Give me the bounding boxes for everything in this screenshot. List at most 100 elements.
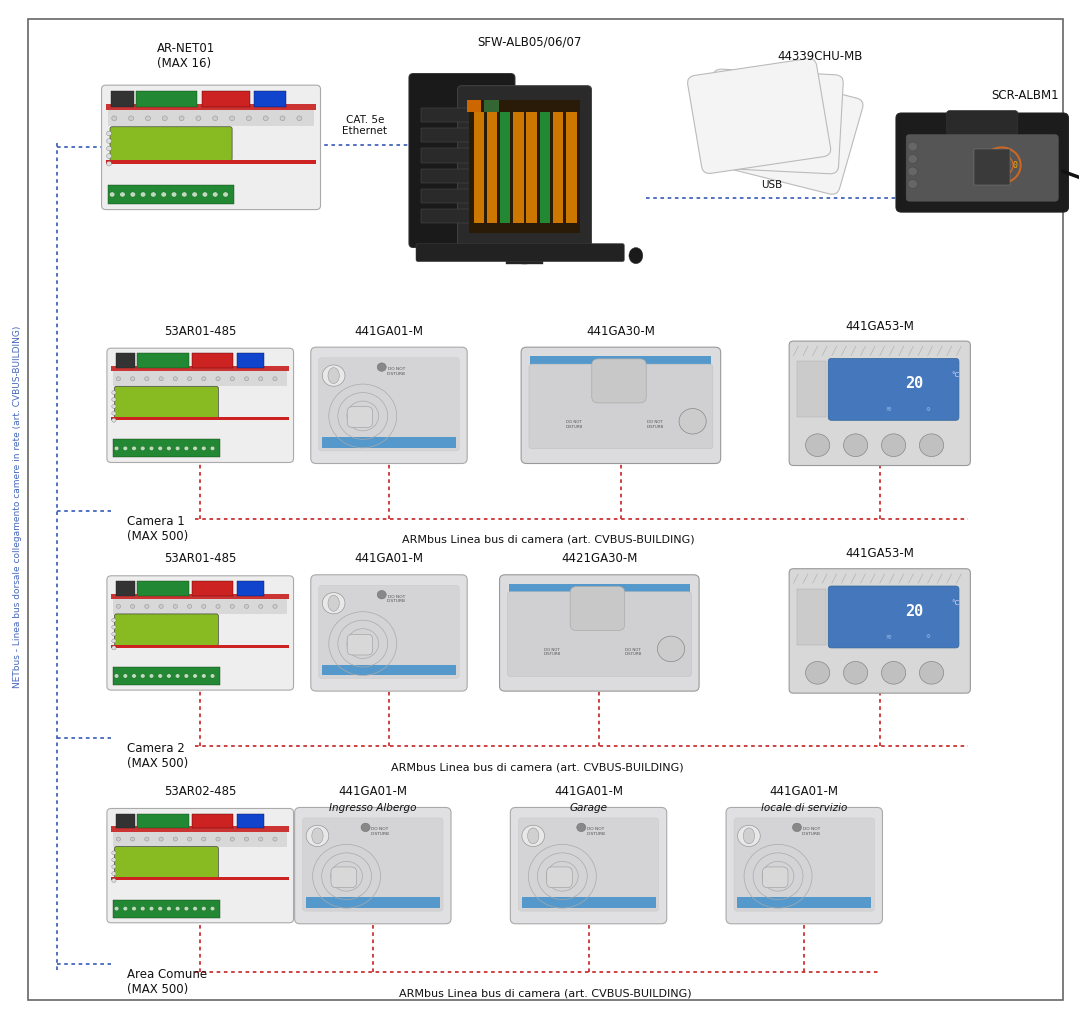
Text: 0: 0 bbox=[1012, 161, 1017, 170]
Circle shape bbox=[202, 446, 206, 451]
Circle shape bbox=[130, 191, 135, 198]
FancyBboxPatch shape bbox=[192, 580, 233, 596]
Circle shape bbox=[184, 674, 189, 678]
FancyBboxPatch shape bbox=[302, 817, 443, 911]
FancyBboxPatch shape bbox=[237, 354, 264, 368]
FancyBboxPatch shape bbox=[107, 808, 294, 923]
FancyBboxPatch shape bbox=[311, 347, 468, 464]
FancyBboxPatch shape bbox=[322, 665, 456, 676]
FancyBboxPatch shape bbox=[111, 417, 289, 420]
FancyBboxPatch shape bbox=[254, 90, 286, 106]
Circle shape bbox=[230, 377, 234, 381]
Circle shape bbox=[881, 661, 906, 684]
Circle shape bbox=[112, 632, 116, 636]
FancyBboxPatch shape bbox=[114, 847, 218, 878]
Circle shape bbox=[264, 115, 268, 121]
Circle shape bbox=[114, 674, 119, 678]
FancyBboxPatch shape bbox=[116, 813, 135, 829]
FancyBboxPatch shape bbox=[116, 354, 135, 368]
FancyBboxPatch shape bbox=[467, 100, 482, 112]
Circle shape bbox=[881, 434, 906, 457]
FancyBboxPatch shape bbox=[108, 110, 314, 127]
Circle shape bbox=[123, 674, 127, 678]
Circle shape bbox=[919, 434, 944, 457]
Circle shape bbox=[149, 907, 153, 911]
Text: Camera 2
(MAX 500): Camera 2 (MAX 500) bbox=[126, 743, 188, 770]
FancyBboxPatch shape bbox=[111, 366, 289, 372]
Circle shape bbox=[123, 907, 127, 911]
Circle shape bbox=[202, 837, 206, 841]
Circle shape bbox=[306, 826, 328, 847]
Circle shape bbox=[123, 446, 127, 451]
Text: 441GA01-M: 441GA01-M bbox=[338, 785, 407, 798]
Circle shape bbox=[244, 605, 248, 609]
Text: NETbus - Linea bus dorsale collegamento camere in rete (art. CVBUS-BUILDING): NETbus - Linea bus dorsale collegamento … bbox=[13, 325, 23, 688]
Text: Ingresso Albergo: Ingresso Albergo bbox=[329, 803, 417, 813]
Circle shape bbox=[258, 837, 262, 841]
Text: 441GA30-M: 441GA30-M bbox=[586, 324, 656, 337]
Circle shape bbox=[377, 591, 387, 599]
Circle shape bbox=[361, 824, 370, 832]
Circle shape bbox=[117, 377, 121, 381]
FancyBboxPatch shape bbox=[529, 364, 713, 449]
FancyBboxPatch shape bbox=[111, 644, 289, 648]
Circle shape bbox=[202, 191, 207, 198]
FancyBboxPatch shape bbox=[102, 85, 321, 210]
Circle shape bbox=[150, 191, 157, 198]
FancyBboxPatch shape bbox=[107, 348, 294, 463]
FancyBboxPatch shape bbox=[530, 357, 712, 365]
FancyBboxPatch shape bbox=[237, 813, 264, 829]
Circle shape bbox=[107, 139, 111, 144]
Circle shape bbox=[166, 446, 172, 451]
Circle shape bbox=[149, 674, 153, 678]
FancyBboxPatch shape bbox=[416, 243, 624, 261]
Circle shape bbox=[158, 446, 162, 451]
Circle shape bbox=[843, 661, 867, 684]
Text: ARMbus Linea bus di camera (art. CVBUS-BUILDING): ARMbus Linea bus di camera (art. CVBUS-B… bbox=[402, 535, 694, 545]
FancyBboxPatch shape bbox=[726, 807, 882, 924]
FancyBboxPatch shape bbox=[518, 817, 659, 911]
Text: 441GA01-M: 441GA01-M bbox=[354, 324, 423, 337]
FancyBboxPatch shape bbox=[896, 113, 1068, 212]
Text: locale di servizio: locale di servizio bbox=[761, 803, 848, 813]
FancyBboxPatch shape bbox=[192, 813, 233, 829]
Circle shape bbox=[129, 115, 134, 121]
Text: 441GA53-M: 441GA53-M bbox=[846, 547, 914, 560]
Circle shape bbox=[908, 155, 917, 163]
FancyBboxPatch shape bbox=[311, 574, 468, 691]
Circle shape bbox=[145, 837, 149, 841]
Circle shape bbox=[258, 377, 262, 381]
Text: DO NOT
DISTURB: DO NOT DISTURB bbox=[565, 420, 582, 428]
Circle shape bbox=[202, 377, 206, 381]
Circle shape bbox=[175, 446, 180, 451]
FancyBboxPatch shape bbox=[110, 127, 232, 161]
Circle shape bbox=[117, 605, 121, 609]
Circle shape bbox=[112, 865, 116, 869]
Text: Garage: Garage bbox=[569, 803, 608, 813]
FancyBboxPatch shape bbox=[237, 580, 264, 596]
FancyBboxPatch shape bbox=[487, 112, 497, 223]
Circle shape bbox=[131, 605, 135, 609]
Text: 441GA53-M: 441GA53-M bbox=[846, 319, 914, 332]
FancyBboxPatch shape bbox=[421, 188, 503, 203]
FancyBboxPatch shape bbox=[347, 634, 373, 655]
Circle shape bbox=[159, 605, 163, 609]
Circle shape bbox=[140, 907, 145, 911]
Circle shape bbox=[679, 408, 706, 434]
FancyBboxPatch shape bbox=[713, 70, 863, 194]
Circle shape bbox=[112, 858, 116, 862]
Circle shape bbox=[166, 674, 172, 678]
Circle shape bbox=[181, 191, 187, 198]
Circle shape bbox=[908, 179, 917, 188]
Circle shape bbox=[184, 446, 189, 451]
Circle shape bbox=[244, 837, 248, 841]
Text: DO NOT
DISTURB: DO NOT DISTURB bbox=[802, 828, 821, 836]
FancyBboxPatch shape bbox=[136, 90, 198, 106]
Circle shape bbox=[188, 377, 191, 381]
Text: DO NOT
DISTURB: DO NOT DISTURB bbox=[646, 420, 663, 428]
Text: ARMbus Linea bus di camera (art. CVBUS-BUILDING): ARMbus Linea bus di camera (art. CVBUS-B… bbox=[391, 763, 684, 773]
Text: DO NOT
DISTURB: DO NOT DISTURB bbox=[543, 647, 561, 656]
Text: 44339CHU-MB: 44339CHU-MB bbox=[778, 51, 863, 64]
Circle shape bbox=[112, 639, 116, 643]
Circle shape bbox=[211, 907, 215, 911]
